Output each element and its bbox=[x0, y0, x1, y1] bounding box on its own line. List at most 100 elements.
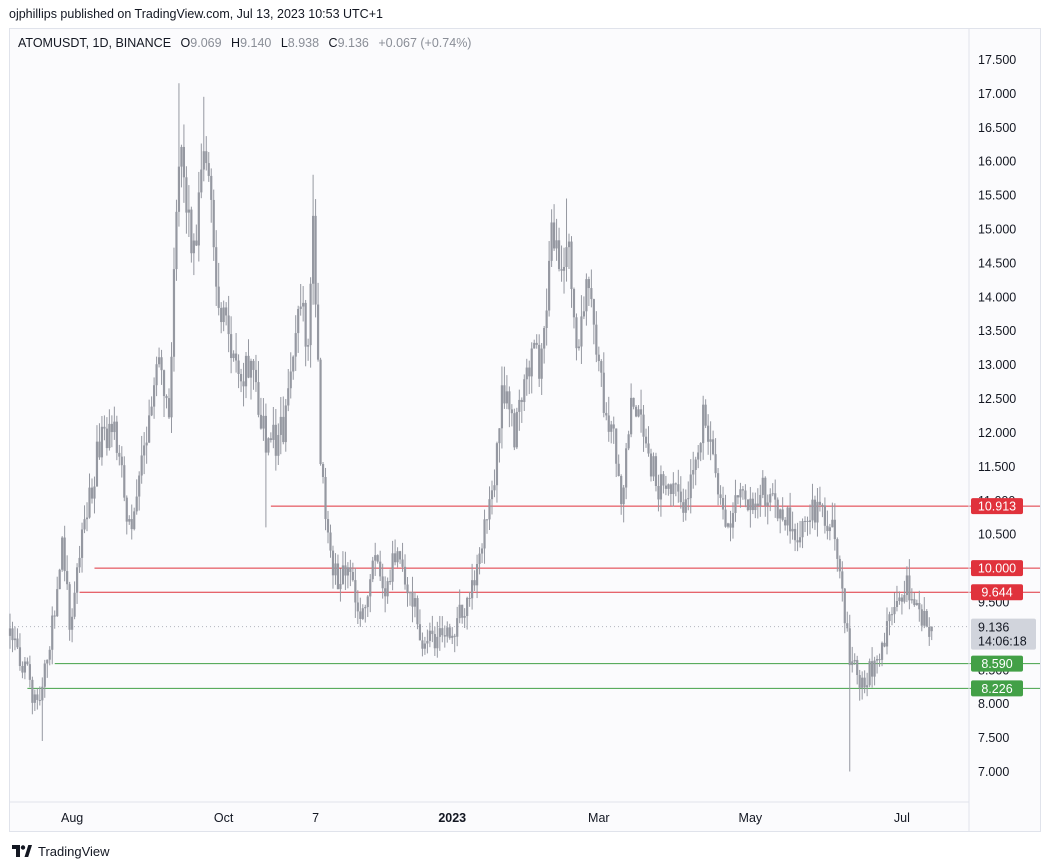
price-tick-label: 15.000 bbox=[978, 223, 1016, 237]
candle-body bbox=[823, 505, 827, 526]
candle-body bbox=[749, 498, 752, 511]
candle-body bbox=[274, 424, 277, 456]
candle-body bbox=[602, 372, 605, 413]
candle-body bbox=[11, 628, 14, 641]
candle-body bbox=[841, 571, 844, 589]
candle-body bbox=[605, 412, 608, 416]
candle-body bbox=[716, 473, 720, 495]
candle-body bbox=[903, 595, 906, 602]
candle-body bbox=[702, 404, 705, 444]
candle-body bbox=[793, 528, 797, 541]
candle-body bbox=[866, 685, 869, 688]
candle-body bbox=[786, 507, 789, 526]
candle-body bbox=[56, 589, 59, 617]
candle-body bbox=[316, 304, 320, 360]
candle-body bbox=[513, 413, 516, 448]
candle-body bbox=[893, 607, 896, 615]
candle-body bbox=[928, 627, 931, 637]
candle-body bbox=[8, 628, 12, 636]
price-tick-label: 11.500 bbox=[978, 460, 1015, 474]
candle-body bbox=[398, 551, 402, 560]
candle-body bbox=[652, 456, 655, 477]
candle-body bbox=[225, 307, 228, 316]
candle-body bbox=[918, 602, 921, 610]
candle-body bbox=[828, 527, 831, 532]
candle-body bbox=[779, 509, 782, 519]
candle-body bbox=[856, 659, 859, 676]
candle-body bbox=[806, 520, 809, 522]
price-tick-label: 12.500 bbox=[978, 392, 1016, 406]
candle-body bbox=[33, 694, 36, 703]
price-tick-label: 8.000 bbox=[978, 697, 1009, 711]
candle-body bbox=[811, 499, 814, 521]
candle-body bbox=[518, 399, 521, 412]
symbol-name[interactable]: ATOMUSDT, 1D, BINANCE bbox=[18, 36, 172, 50]
high-key: H bbox=[231, 36, 241, 50]
candle-body bbox=[396, 551, 399, 563]
candle-body bbox=[254, 369, 258, 383]
candle-body bbox=[408, 591, 412, 594]
candle-body bbox=[227, 315, 230, 335]
candle-body bbox=[632, 397, 635, 407]
candle-body bbox=[195, 240, 198, 246]
candle-body bbox=[369, 579, 372, 597]
candle-body bbox=[719, 494, 722, 499]
candle-body bbox=[172, 269, 176, 357]
candle-body bbox=[853, 659, 856, 662]
candle-body bbox=[630, 397, 633, 435]
candle-body bbox=[505, 391, 508, 404]
candle-body bbox=[100, 426, 104, 458]
candle-body bbox=[475, 564, 479, 586]
candle-body bbox=[244, 355, 248, 387]
candle-body bbox=[21, 665, 24, 673]
candle-body bbox=[801, 521, 804, 538]
candle-body bbox=[508, 391, 511, 410]
candle-body bbox=[41, 686, 44, 701]
candle-body bbox=[766, 502, 769, 506]
candle-body bbox=[155, 364, 158, 386]
candle-body bbox=[759, 494, 762, 506]
candle-body bbox=[361, 608, 364, 619]
candle-body bbox=[587, 279, 590, 289]
tradingview-brand[interactable]: TradingView bbox=[38, 843, 110, 859]
price-tick-label: 17.000 bbox=[978, 87, 1016, 101]
tradingview-logo-icon[interactable] bbox=[12, 845, 32, 857]
candle-body bbox=[848, 628, 851, 666]
candle-body bbox=[13, 638, 17, 641]
candle-body bbox=[674, 483, 677, 485]
level-label-8.226: 8.226 bbox=[981, 682, 1012, 696]
candle-body bbox=[319, 359, 322, 465]
candle-body bbox=[175, 211, 178, 270]
candle-body bbox=[734, 495, 737, 514]
candle-body bbox=[374, 555, 377, 561]
candle-body bbox=[538, 344, 541, 379]
candle-body bbox=[157, 357, 161, 365]
candle-body bbox=[38, 699, 41, 701]
candle-body bbox=[165, 396, 168, 399]
candle-body bbox=[821, 504, 824, 506]
candle-body bbox=[90, 487, 94, 499]
candle-body bbox=[533, 342, 536, 349]
candle-body bbox=[297, 308, 300, 334]
candle-body bbox=[150, 406, 153, 416]
candle-body bbox=[210, 175, 213, 200]
candle-body bbox=[294, 333, 297, 357]
price-axis: 7.0007.5008.0008.5009.0009.50010.00010.5… bbox=[968, 29, 1016, 831]
candle-body bbox=[798, 537, 802, 543]
candle-body bbox=[334, 563, 337, 576]
candle-body bbox=[644, 436, 648, 444]
candle-body bbox=[152, 385, 156, 407]
candle-body bbox=[46, 659, 49, 664]
candle-body bbox=[247, 355, 250, 378]
candle-body bbox=[873, 660, 876, 677]
price-tick-label: 14.500 bbox=[978, 256, 1016, 270]
candle-body bbox=[816, 501, 819, 523]
candle-body bbox=[880, 642, 884, 660]
candle-body bbox=[523, 379, 526, 403]
candle-body bbox=[540, 348, 543, 379]
candle-body bbox=[403, 566, 407, 585]
candle-body bbox=[421, 640, 424, 649]
candle-body bbox=[232, 353, 235, 359]
candle-body bbox=[575, 317, 578, 349]
